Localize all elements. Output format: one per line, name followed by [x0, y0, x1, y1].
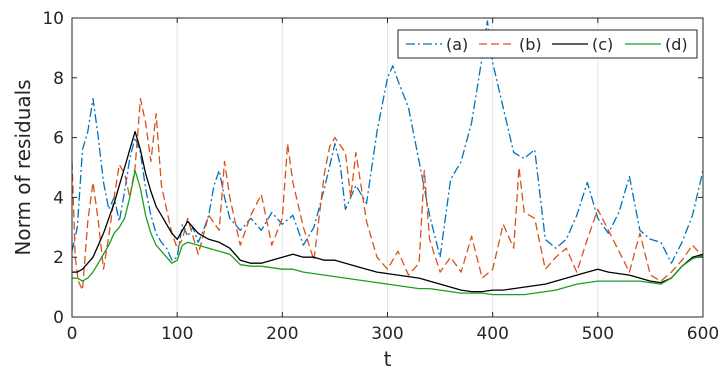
y-tick-label: 4	[53, 188, 64, 208]
x-tick-label: 500	[582, 324, 614, 344]
series-line-3	[72, 169, 704, 296]
y-axis-label: Norm of residuals	[11, 79, 35, 255]
x-tick-label: 300	[371, 324, 403, 344]
x-tick-label: 100	[161, 324, 193, 344]
legend-label-3: (d)	[665, 35, 688, 54]
x-tick-label: 400	[476, 324, 508, 344]
legend-label-0: (a)	[446, 35, 468, 54]
x-tick-label: 0	[67, 324, 78, 344]
series-line-1	[71, 98, 704, 291]
grid-lines	[176, 18, 599, 317]
y-tick-label: 10	[42, 9, 64, 29]
y-tick-label: 2	[53, 248, 64, 268]
legend: (a) (b) (c) (d)	[397, 29, 698, 59]
x-tick-label: 600	[687, 324, 719, 344]
y-tick-label: 8	[53, 69, 64, 89]
x-axis-label: t	[384, 347, 392, 371]
x-tick-label: 200	[266, 324, 298, 344]
series-layer	[71, 20, 704, 296]
series-line-2	[72, 130, 704, 293]
legend-label-2: (c)	[592, 35, 613, 54]
legend-label-1: (b)	[519, 35, 542, 54]
y-tick-label: 6	[53, 129, 64, 149]
axis-ticks: 0 100 200 300 400 500 600 0 2 4 6 8 10	[42, 9, 719, 344]
y-tick-label: 0	[53, 308, 64, 328]
